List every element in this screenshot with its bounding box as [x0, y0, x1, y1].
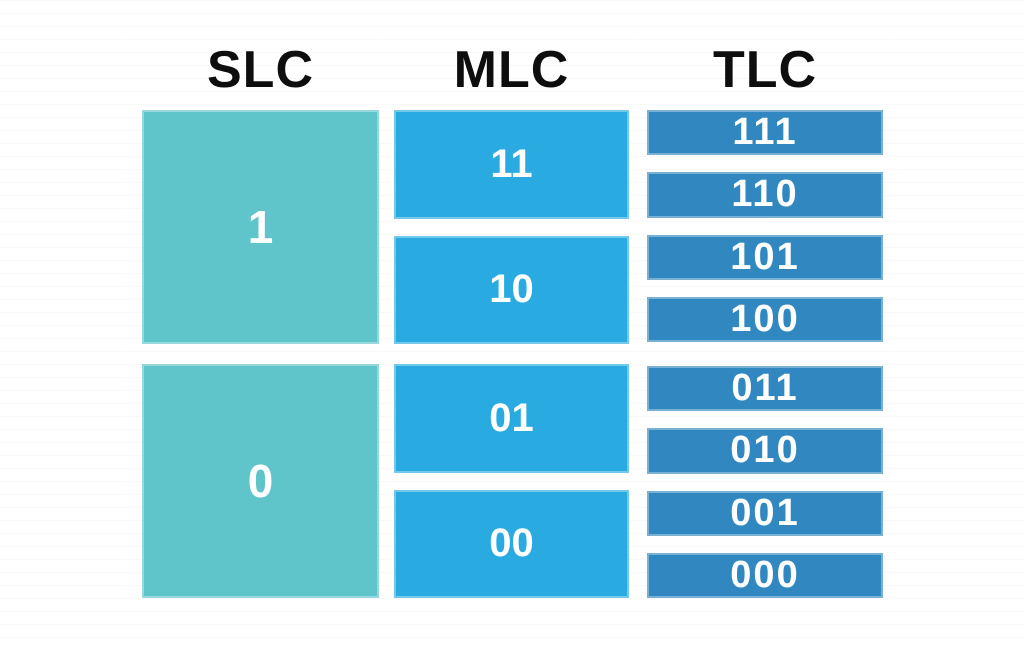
column-header-slc: SLC [207, 41, 314, 99]
memory-cell-mlc-11: 11 [394, 110, 629, 219]
column-slc: SLC 1 0 [142, 30, 379, 598]
cell-group-slc-low: 0 [142, 364, 379, 598]
memory-cell-tlc-100: 100 [647, 296, 883, 342]
column-body-tlc: 111 110 101 100 011 010 001 000 [647, 110, 883, 598]
memory-cell-tlc-111: 111 [647, 110, 883, 156]
cell-group-slc-high: 1 [142, 110, 379, 344]
memory-cell-tlc-010: 010 [647, 428, 883, 474]
column-header-mlc: MLC [453, 41, 570, 99]
column-tlc: TLC 111 110 101 100 011 010 001 000 [647, 30, 883, 598]
column-body-mlc: 11 10 01 00 [394, 110, 629, 598]
cell-group-mlc-high: 11 10 [394, 110, 629, 344]
column-body-slc: 1 0 [142, 110, 379, 598]
memory-cell-tlc-110: 110 [647, 172, 883, 218]
memory-cell-slc-1: 1 [142, 110, 379, 344]
memory-cell-tlc-011: 011 [647, 366, 883, 412]
column-mlc: MLC 11 10 01 00 [394, 30, 629, 598]
memory-cell-slc-0: 0 [142, 364, 379, 598]
cell-group-tlc-low: 011 010 001 000 [647, 366, 883, 598]
memory-cell-mlc-00: 00 [394, 489, 629, 598]
cell-group-mlc-low: 01 00 [394, 364, 629, 598]
memory-cell-mlc-10: 10 [394, 235, 629, 344]
column-header-tlc: TLC [712, 41, 818, 99]
memory-cell-tlc-001: 001 [647, 490, 883, 536]
memory-cell-tlc-000: 000 [647, 552, 883, 598]
memory-cell-tlc-101: 101 [647, 234, 883, 280]
diagram-grid: SLC 1 0 MLC 11 10 01 00 [142, 30, 883, 598]
cell-group-tlc-high: 111 110 101 100 [647, 110, 883, 342]
memory-cell-mlc-01: 01 [394, 364, 629, 473]
